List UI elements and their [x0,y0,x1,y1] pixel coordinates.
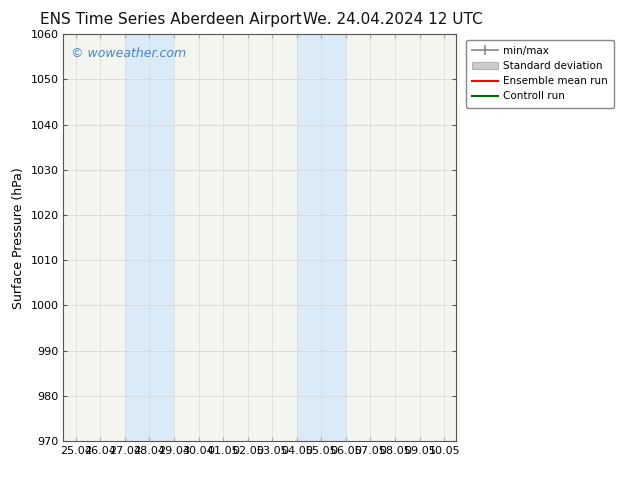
Legend: min/max, Standard deviation, Ensemble mean run, Controll run: min/max, Standard deviation, Ensemble me… [465,40,614,108]
Text: © woweather.com: © woweather.com [71,47,186,59]
Y-axis label: Surface Pressure (hPa): Surface Pressure (hPa) [12,167,25,309]
Text: We. 24.04.2024 12 UTC: We. 24.04.2024 12 UTC [303,12,483,27]
Bar [297,34,346,441]
Text: ENS Time Series Aberdeen Airport: ENS Time Series Aberdeen Airport [41,12,302,27]
Bar [125,34,174,441]
